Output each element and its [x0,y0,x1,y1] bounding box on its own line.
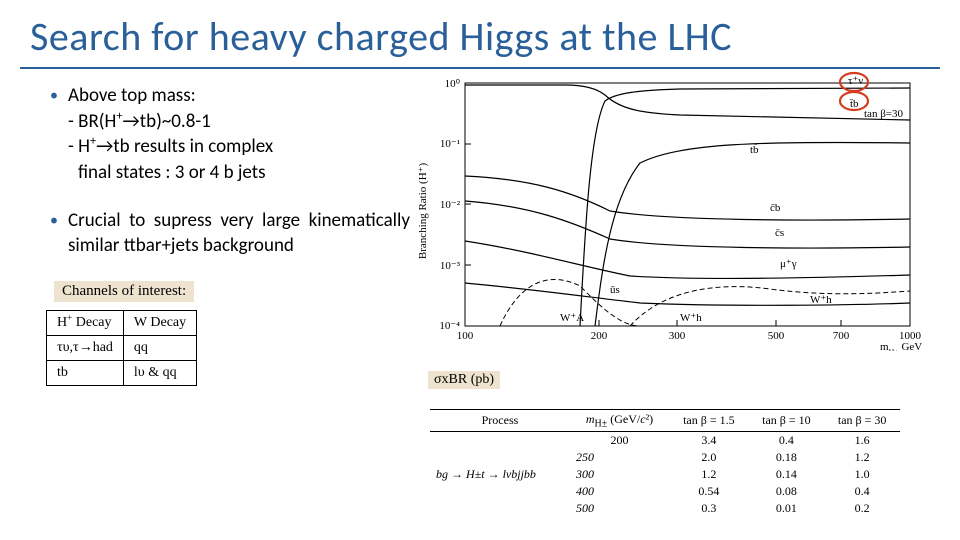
bullet-2: • Crucial to supress very large kinemati… [50,208,410,259]
decay-cell: qq [123,335,196,360]
curve-mugamma [465,241,910,278]
label-taunu: τ⁺ν [848,75,863,87]
proc-cell: 200 [570,432,669,450]
proc-cell: 1.0 [824,466,900,483]
curve-Wh [630,287,910,326]
y-ticks: 10⁰ 10⁻¹ 10⁻² 10⁻³ 10⁻⁴ [439,78,471,332]
svg-text:10⁰: 10⁰ [445,78,461,90]
proc-header: mH± (GeV/c²) [570,410,669,432]
curve-cb [465,176,910,220]
decay-header-w: W Decay [123,310,196,335]
decay-cell: τυ,τ→had [47,335,124,360]
svg-text:10⁻³: 10⁻³ [440,260,461,272]
table-row: τυ,τ→had qq [47,335,197,360]
proc-cell: 1.2 [824,449,900,466]
process-table: Process mH± (GeV/c²) tan β = 1.5 tan β =… [430,409,900,517]
bullet-1: • Above top mass: - BR(H+→tb)~0.8-1 - H+… [50,83,410,186]
bullet-dot: • [50,83,68,109]
curve-tb [580,88,910,326]
proc-cell: 0.18 [749,449,825,466]
label-us: ūs [610,284,620,296]
proc-header: Process [430,410,570,432]
svg-text:10⁻²: 10⁻² [440,199,461,211]
proc-cell: 300 [570,466,669,483]
svg-text:100: 100 [457,330,474,342]
proc-cell: 0.4 [749,432,825,450]
proc-cell: 250 [570,449,669,466]
bullet-2-text: Crucial to supress very large kinematica… [68,208,410,259]
bullet-1-line2b: final states : 3 or 4 b jets [50,160,410,186]
bullet-1-lead: Above top mass: [68,83,410,109]
label-WA: W⁺A [560,312,584,324]
proc-cell: 1.2 [669,466,748,483]
x-axis-label: mH± GeV [880,341,922,351]
label-mugamma: μ⁺γ [780,258,797,270]
table-row: tb lυ & qq [47,360,197,385]
label-Wh2: W⁺h [810,294,832,306]
bullet-1-line2a: - H+→tb results in complex [50,134,410,160]
left-column: • Above top mass: - BR(H+→tb)~0.8-1 - H+… [20,83,410,386]
proc-cell: 2.0 [669,449,748,466]
table-row: Process mH± (GeV/c²) tan β = 1.5 tan β =… [430,410,900,432]
proc-cell: 400 [570,483,669,500]
content-area: • Above top mass: - BR(H+→tb)~0.8-1 - H+… [0,83,960,386]
label-cs: c̄s [775,227,784,239]
y-axis-label: Branching Ratio (H⁺) [417,163,429,260]
proc-cell: 500 [570,500,669,517]
bullet-dot: • [50,208,68,259]
curve-tb2 [595,142,910,326]
svg-text:500: 500 [768,330,785,342]
proc-header: tan β = 1.5 [669,410,748,432]
proc-header: tan β = 30 [824,410,900,432]
proc-cell: 0.2 [824,500,900,517]
decay-header-h: H+ Decay [47,310,124,335]
page-title: Search for heavy charged Higgs at the LH… [0,0,960,67]
sigma-label: σxBR (pb) [428,371,500,389]
svg-text:200: 200 [591,330,608,342]
table-row: H+ Decay W Decay [47,310,197,335]
proc-cell: 0.54 [669,483,748,500]
proc-cell: 0.4 [824,483,900,500]
label-Wh: W⁺h [680,312,702,324]
proc-cell: 0.3 [669,500,748,517]
proc-cell: 0.01 [749,500,825,517]
svg-text:300: 300 [669,330,686,342]
label-cb: c̄b [770,202,781,214]
label-tb2: tb̄ [750,144,759,156]
tanbeta-label: tan β=30 [864,108,903,120]
right-column: Branching Ratio (H⁺) 10⁰ 10⁻¹ 10⁻² 10⁻³ … [410,83,940,386]
decay-cell: tb [47,360,124,385]
decay-cell: lυ & qq [123,360,196,385]
curve-taunu [465,85,910,120]
proc-cell: 0.14 [749,466,825,483]
decay-table: H+ Decay W Decay τυ,τ→had qq tb lυ & qq [46,310,197,386]
label-tb: t̄b [849,98,859,110]
bullet-1-line1: - BR(H+→tb)~0.8-1 [50,109,410,135]
table-row: bg → H±t → lνbjjbb 200 3.4 0.4 1.6 [430,432,900,450]
curve-cs [465,201,910,248]
branching-ratio-chart: Branching Ratio (H⁺) 10⁰ 10⁻¹ 10⁻² 10⁻³ … [410,71,930,351]
proc-cell: 1.6 [824,432,900,450]
title-rule [20,67,940,69]
svg-text:700: 700 [833,330,850,342]
channels-label: Channels of interest: [54,281,194,302]
svg-text:10⁻¹: 10⁻¹ [440,138,460,150]
proc-cell: bg → H±t → lνbjjbb [430,432,570,518]
proc-cell: 3.4 [669,432,748,450]
proc-cell: 0.08 [749,483,825,500]
proc-header: tan β = 10 [749,410,825,432]
